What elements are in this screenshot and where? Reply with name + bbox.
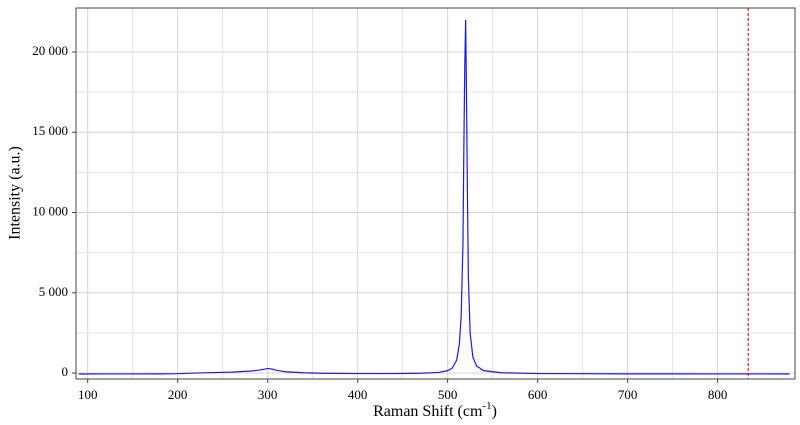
x-tick-label: 300 xyxy=(258,387,278,402)
plot-frame xyxy=(75,7,796,380)
plot xyxy=(78,8,790,379)
y-tick-label: 15 000 xyxy=(32,123,68,138)
x-tick-label: 100 xyxy=(78,387,98,402)
y-tick-label: 10 000 xyxy=(32,204,68,219)
y-axis-label: Intensity (a.u.) xyxy=(7,146,24,240)
grid xyxy=(76,8,795,379)
y-tick-label: 0 xyxy=(62,364,69,379)
x-tick-label: 500 xyxy=(438,387,458,402)
y-tick-label: 5 000 xyxy=(39,284,68,299)
y-tick-label: 20 000 xyxy=(32,43,68,58)
x-axis-label: Raman Shift (cm-1) xyxy=(373,400,497,420)
x-tick-label: 400 xyxy=(348,387,368,402)
x-tick-label: 600 xyxy=(528,387,548,402)
x-label-text: Raman Shift (cm xyxy=(373,403,483,420)
x-tick-label: 800 xyxy=(708,387,728,402)
x-tick-label: 200 xyxy=(168,387,188,402)
x-label-suffix: ) xyxy=(492,403,497,420)
spectrum-line xyxy=(78,19,790,375)
x-label-superscript: -1 xyxy=(482,400,491,412)
x-tick-label: 700 xyxy=(618,387,638,402)
